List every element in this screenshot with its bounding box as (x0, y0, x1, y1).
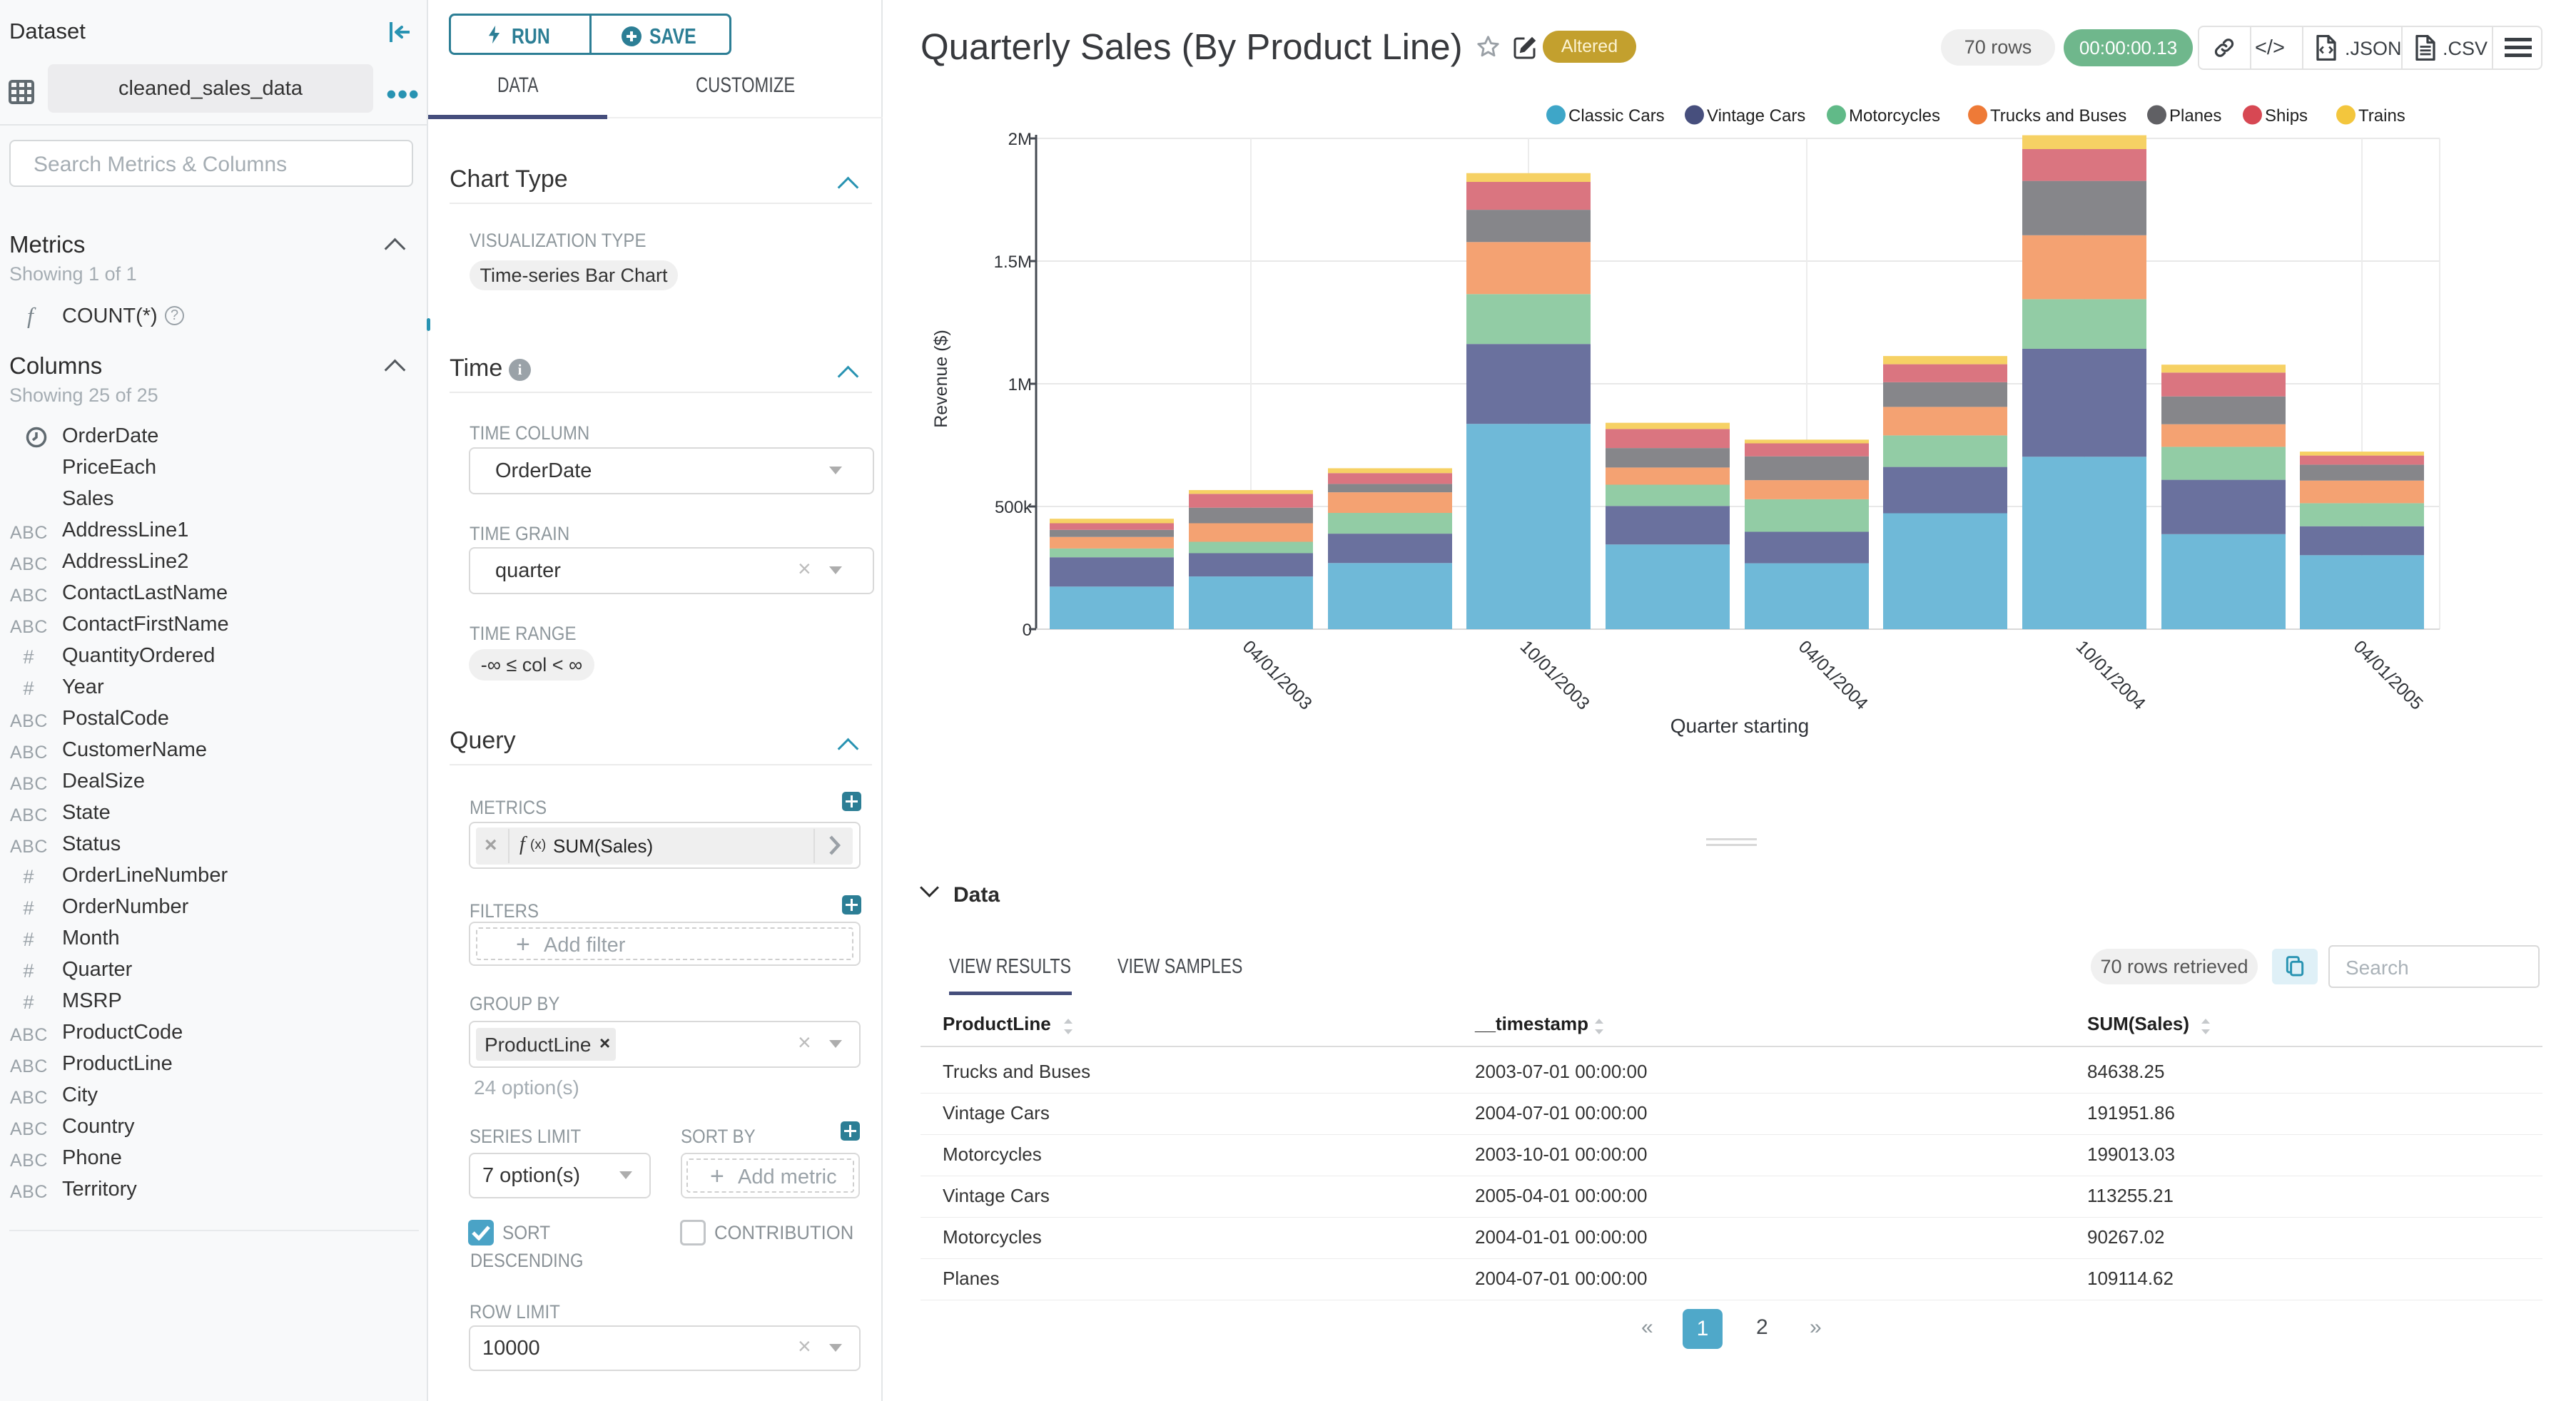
svg-text:Trains: Trains (2358, 106, 2405, 126)
svg-text:10/01/2003: 10/01/2003 (1516, 636, 1593, 713)
svg-text:Classic Cars: Classic Cars (1568, 106, 1665, 126)
svg-text:500k: 500k (995, 498, 1033, 517)
svg-text:Revenue ($): Revenue ($) (931, 330, 951, 428)
svg-text:1M: 1M (1008, 375, 1032, 394)
svg-text:Quarter starting: Quarter starting (1670, 715, 1810, 737)
svg-text:04/01/2004: 04/01/2004 (1795, 636, 1872, 713)
svg-text:2M: 2M (1008, 130, 1032, 149)
svg-text:04/01/2003: 04/01/2003 (1239, 636, 1316, 713)
svg-text:10/01/2004: 10/01/2004 (2072, 636, 2149, 713)
svg-text:1.5M: 1.5M (994, 253, 1032, 272)
svg-text:0: 0 (1023, 621, 1032, 640)
svg-text:Planes: Planes (2169, 106, 2221, 126)
svg-text:Trucks and Buses: Trucks and Buses (1990, 106, 2126, 126)
svg-text:Vintage Cars: Vintage Cars (1707, 106, 1805, 126)
svg-text:Ships: Ships (2265, 106, 2308, 126)
svg-text:04/01/2005: 04/01/2005 (2350, 636, 2427, 713)
svg-text:Motorcycles: Motorcycles (1849, 106, 1940, 126)
